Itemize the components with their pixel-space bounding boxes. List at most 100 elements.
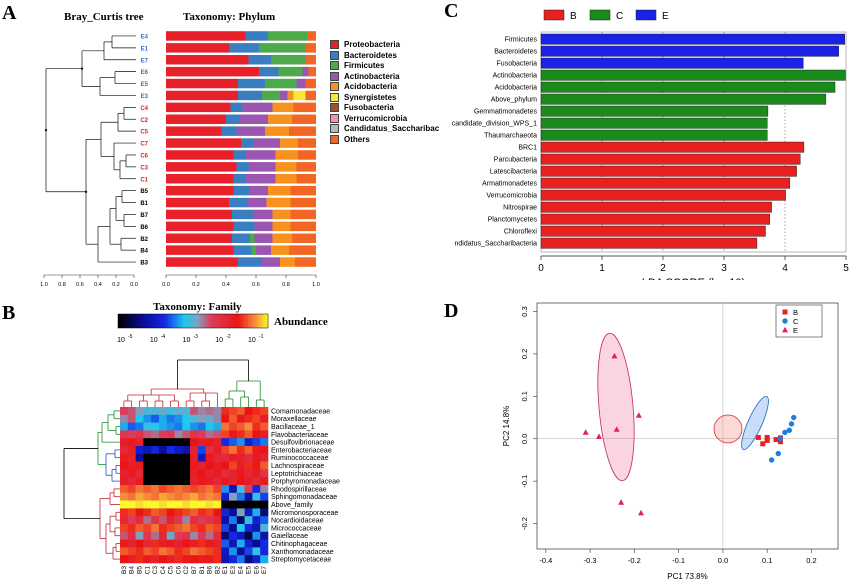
heatmap-cell [120,516,129,525]
heatmap-cell [143,461,152,470]
heatmap-cell [151,461,160,470]
color-scale-step [203,314,206,328]
pcoa-y-tick-label: -0.1 [520,475,529,488]
lda-legend-swatch [635,9,657,21]
heatmap-cell [182,555,191,564]
color-scale-step [143,314,146,328]
heatmap-cell [166,531,175,540]
heatmap-cell [182,508,191,517]
lda-bar [540,141,805,153]
heatmap-cell [182,469,191,478]
bar-segment-c7 [253,138,280,148]
heatmap-cell [244,547,253,556]
legend-item: Bacteroidetes [330,50,397,60]
heatmap-cell [174,555,183,564]
bar-segment-c1 [233,174,246,184]
bar-segment-b7 [272,209,291,220]
bar-segment-c4 [272,102,294,113]
bar-segment-e6 [259,66,279,77]
lda-axis-tick-label: 4 [782,263,788,274]
family-label: Bacillaceae_1 [271,424,315,431]
heatmap-cell [221,461,230,470]
heatmap-cell [135,453,144,462]
heatmap-cell [229,407,238,416]
heatmap-cell [205,438,214,447]
heatmap-cell [260,539,269,548]
heatmap-cell [260,492,269,501]
column-label: C4 [160,566,167,575]
lda-axis-tick-label: 5 [843,263,849,274]
lda-category-label: Fusobacteria [497,61,538,68]
heatmap-cell [236,508,245,517]
pcoa-x-tick-label: -0.3 [584,556,597,565]
color-scale-step [180,314,184,328]
heatmap-cell [236,524,245,533]
heatmap-cell [252,555,261,564]
bar-segment-b2 [232,233,250,243]
bar-segment-b5 [233,185,250,196]
heatmap-cell [213,446,222,455]
heatmap-cell [143,469,152,478]
lda-bar [540,153,801,165]
pcoa-point-e [611,352,618,359]
heatmap-cell [190,422,199,431]
bar-segment-b7 [232,209,253,220]
pcoa-y-tick-label: 0.1 [520,391,529,401]
bar-segment-b4 [233,245,252,255]
bar-segment-b5 [268,185,291,196]
lda-category-label: Nitrospirae [503,205,537,212]
heatmap-cell [252,500,261,509]
heatmap-cell [213,547,222,556]
heatmap-cell [174,446,183,455]
heatmap-cell [221,516,230,525]
heatmap-cell [166,516,175,525]
bar-segment-b6 [166,221,234,232]
pcoa-chart: -0.4 -0.3 -0.2 -0.1 0.0 0.1 0.2 -0.2 -0.1 0.0 0.1 0… [502,302,839,581]
heatmap-cell [182,500,191,509]
pcoa-point-b [760,441,766,447]
color-scale-step [258,314,261,328]
family-label: Moraxellaceae [271,416,317,423]
heatmap-cell [151,524,160,533]
sample-label: B3 [140,261,148,267]
heatmap-cell [127,422,136,431]
heatmap-cell [190,477,199,486]
family-label: Flavobacteriaceae [271,432,328,439]
sample-label: B6 [140,225,148,231]
bar-segment-b2 [254,233,273,243]
legend-swatch [330,50,339,60]
pcoa-plot-frame [536,302,839,550]
heatmap-cell [205,524,214,533]
heatmap-cell [190,555,199,564]
heatmap-cell [244,477,253,486]
heatmap-cell [127,446,136,455]
heatmap-cell [236,430,245,439]
heatmap-cell [135,485,144,494]
bar-segment-e3 [238,90,262,101]
color-scale-step [225,314,229,328]
bar-segment-b6 [272,221,291,232]
heatmap-cell [151,547,160,556]
heatmap-cell [166,547,175,556]
heatmap-cell [252,407,261,416]
bar-segment-b5 [166,185,234,196]
heatmap-cell [166,446,175,455]
legend-label: Proteobacteria [344,40,401,49]
bar-axis-tick-label: 0.4 [222,282,230,288]
legend-item: Actinobacteria [330,71,400,81]
color-scale-step [208,314,211,328]
heatmap-cell [174,500,183,509]
bar-segment-e3 [305,90,316,101]
family-label: Micrococcaceae [271,525,322,532]
tree-axis-tick-label: 0.0 [130,282,138,288]
heatmap-cell [151,508,160,517]
heatmap-cell [190,438,199,447]
bar-segment-e1 [166,43,229,53]
heatmap-cell [166,524,175,533]
color-scale-step [118,314,121,328]
pcoa-y-tick-label: 0.2 [520,349,529,359]
family-label: Leptotrichiaceae [271,471,322,478]
column-label: C1 [144,566,151,575]
color-scale-step [260,314,264,328]
heatmap-cell [127,547,136,556]
